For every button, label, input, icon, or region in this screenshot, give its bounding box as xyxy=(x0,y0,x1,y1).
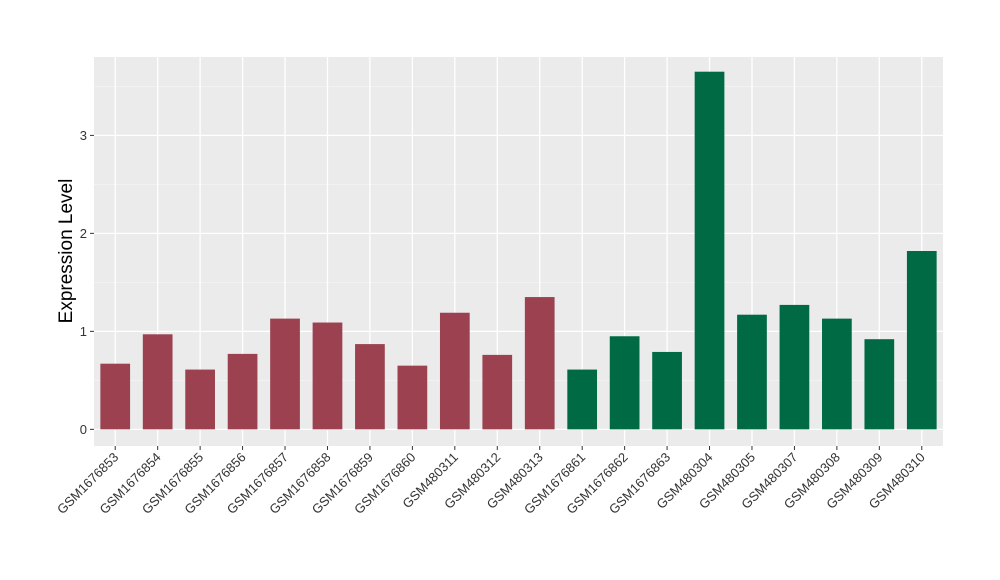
bar-GSM480313 xyxy=(524,297,555,430)
bar-GSM480311 xyxy=(439,312,470,430)
bar-GSM1676857 xyxy=(270,318,300,430)
bar-GSM1676854 xyxy=(142,334,173,430)
bar-GSM480304 xyxy=(694,71,725,430)
bar-GSM480310 xyxy=(906,251,937,430)
y-tick-label: 3 xyxy=(80,128,87,143)
bar-GSM1676856 xyxy=(227,353,258,430)
bar-GSM1676855 xyxy=(185,369,215,430)
y-tick-label: 1 xyxy=(80,324,87,339)
bar-GSM480308 xyxy=(822,318,852,430)
x-axis: GSM1676853GSM1676854GSM1676855GSM1676856… xyxy=(54,446,928,517)
y-axis: 0 1 2 3 xyxy=(80,128,94,437)
bar-GSM1676861 xyxy=(567,369,598,430)
bar-GSM1676859 xyxy=(355,344,385,430)
bar-GSM1676863 xyxy=(652,351,682,430)
y-tick-label: 0 xyxy=(80,422,87,437)
bar-GSM480305 xyxy=(737,314,767,430)
bar-GSM1676860 xyxy=(397,365,428,430)
bar-GSM480307 xyxy=(779,304,810,430)
y-axis-title: Expression Level xyxy=(56,179,77,324)
y-tick-label: 2 xyxy=(80,226,87,241)
plot-background xyxy=(94,57,943,446)
bar-GSM480312 xyxy=(482,354,513,430)
bars xyxy=(100,71,937,430)
bar-GSM1676858 xyxy=(312,322,343,430)
bar-GSM1676853 xyxy=(100,363,131,430)
bar-GSM1676862 xyxy=(609,336,640,430)
bar-GSM480309 xyxy=(864,339,895,430)
